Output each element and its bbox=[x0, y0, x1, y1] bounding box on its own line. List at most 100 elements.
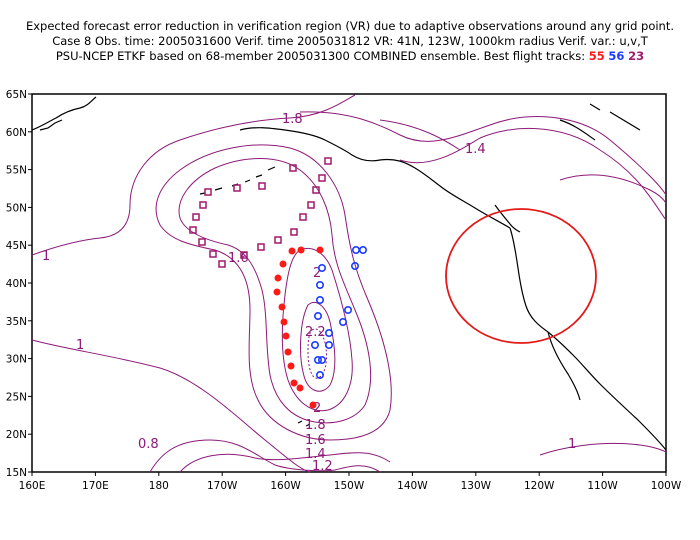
contour-label-1-4-b: 1.4 bbox=[305, 447, 326, 462]
track-blue-label: 56 bbox=[608, 49, 625, 63]
track-red-label: 55 bbox=[588, 49, 605, 63]
contour-1-4 bbox=[299, 111, 667, 196]
lat-tick-label: 15N bbox=[6, 467, 27, 479]
track-purple-point bbox=[218, 260, 226, 268]
contour-label-1-6-mid: 1.6 bbox=[228, 251, 249, 266]
coast-hawaii bbox=[297, 420, 311, 427]
contour-label-1-8-b: 1.8 bbox=[305, 418, 326, 433]
verification-region-circle bbox=[445, 208, 597, 344]
coastlines bbox=[31, 96, 667, 451]
coast-alaska bbox=[239, 127, 511, 229]
track-purple-point bbox=[274, 236, 282, 244]
contour-label-1-left: 1 bbox=[42, 249, 50, 264]
track-purple-point bbox=[299, 213, 307, 221]
lat-tick-label: 40N bbox=[6, 278, 27, 290]
lon-tick-label: 110W bbox=[587, 480, 618, 492]
contour-2-0 bbox=[281, 247, 353, 412]
contour-label-2-b: 2 bbox=[313, 401, 321, 416]
contour-label-group: 1.8 1.4 1 1.6 2 2.2 1 0.8 1.8 1.6 1.4 1.… bbox=[42, 112, 576, 474]
track-purple-point bbox=[312, 186, 320, 194]
contour-label-1-2-b: 1.2 bbox=[312, 459, 333, 474]
latitude-ticks: 65N 60N 55N 50N 45N 40N 35N 30N 25N 20N 15N bbox=[6, 89, 32, 479]
track-blue-point bbox=[315, 295, 324, 304]
track-red-point bbox=[280, 318, 288, 326]
lat-tick-label: 25N bbox=[6, 391, 27, 403]
coast-baja bbox=[547, 331, 581, 401]
coast-kamchatka bbox=[39, 119, 63, 131]
track-blue-point bbox=[358, 246, 367, 255]
track-purple-point bbox=[198, 238, 206, 246]
lat-tick-label: 65N bbox=[6, 89, 27, 101]
track-purple bbox=[189, 157, 332, 268]
contour-1-8 bbox=[178, 158, 372, 424]
lon-tick-label: 180 bbox=[149, 480, 169, 492]
track-blue-point bbox=[351, 246, 360, 255]
track-blue-point bbox=[310, 340, 319, 349]
track-purple-point bbox=[307, 201, 315, 209]
track-blue-point bbox=[324, 340, 333, 349]
contour-1-0-right bbox=[539, 442, 667, 456]
track-purple-point bbox=[290, 228, 298, 236]
track-red bbox=[273, 246, 324, 409]
lon-tick-label: 100W bbox=[651, 480, 682, 492]
map-header: Expected forecast error reduction in ver… bbox=[0, 0, 700, 64]
contour-1-0 bbox=[31, 94, 356, 256]
track-blue-point bbox=[317, 355, 326, 364]
contour-label-1-6-b: 1.6 bbox=[305, 433, 326, 448]
lat-tick-label: 50N bbox=[6, 202, 27, 214]
track-blue-point bbox=[324, 328, 333, 337]
contour-label-2-upper: 2 bbox=[313, 266, 321, 281]
track-blue-point bbox=[343, 305, 352, 314]
track-purple-point bbox=[258, 182, 266, 190]
lat-tick-label: 20N bbox=[6, 429, 27, 441]
track-red-point bbox=[288, 247, 296, 255]
track-red-point bbox=[274, 274, 282, 282]
track-red-point bbox=[296, 384, 304, 392]
track-blue-point bbox=[315, 370, 324, 379]
lon-tick-label: 170W bbox=[207, 480, 238, 492]
contour-1-0-right2 bbox=[559, 174, 667, 204]
longitude-ticks: 160E 170E 180 170W 160W 150W 140W 130W 120W 110W 1… bbox=[19, 472, 682, 492]
map-frame bbox=[31, 93, 667, 473]
track-blue-point bbox=[315, 280, 324, 289]
contour-label-1-4-right: 1.4 bbox=[465, 142, 486, 157]
track-purple-point bbox=[324, 157, 332, 165]
track-blue-point bbox=[338, 317, 347, 326]
contours bbox=[31, 94, 667, 473]
track-red-point bbox=[284, 348, 292, 356]
track-red-point bbox=[273, 288, 281, 296]
track-blue bbox=[310, 246, 367, 379]
track-red-point bbox=[316, 246, 324, 254]
contour-label-1-right: 1 bbox=[568, 437, 576, 452]
track-red-point bbox=[279, 260, 287, 268]
contour-label-2-2-mid: 2.2 bbox=[305, 325, 326, 340]
header-line-3-prefix: PSU-NCEP ETKF based on 68-member 2005031… bbox=[55, 49, 586, 63]
track-purple-point bbox=[204, 188, 212, 196]
contour-1-2-b bbox=[149, 439, 381, 473]
track-purple-point bbox=[209, 250, 217, 258]
track-red-point bbox=[309, 401, 317, 409]
lat-tick-label: 60N bbox=[6, 127, 27, 139]
coast-west-na bbox=[509, 227, 667, 451]
contour-label-1-lower: 1 bbox=[76, 338, 84, 353]
lon-tick-label: 160W bbox=[270, 480, 301, 492]
contour-1-0-lower bbox=[31, 339, 311, 473]
header-line-2: Case 8 Obs. time: 2005031600 Verif. time… bbox=[52, 34, 648, 48]
track-blue-point bbox=[313, 355, 322, 364]
track-purple-point bbox=[318, 174, 326, 182]
contour-2-2 bbox=[300, 301, 336, 392]
lat-tick-label: 45N bbox=[6, 240, 27, 252]
lon-tick-label: 160E bbox=[19, 480, 46, 492]
track-purple-point bbox=[233, 184, 241, 192]
lat-tick-label: 35N bbox=[6, 316, 27, 328]
contour-1-4-b bbox=[179, 452, 391, 473]
contour-label-0-8: 0.8 bbox=[138, 437, 159, 452]
track-blue-point bbox=[350, 261, 359, 270]
track-purple-point bbox=[257, 243, 265, 251]
track-red-point bbox=[290, 379, 298, 387]
lon-tick-label: 170E bbox=[82, 480, 109, 492]
lon-tick-label: 150W bbox=[334, 480, 365, 492]
track-blue-point bbox=[313, 311, 322, 320]
contour-1-2 bbox=[399, 127, 667, 221]
